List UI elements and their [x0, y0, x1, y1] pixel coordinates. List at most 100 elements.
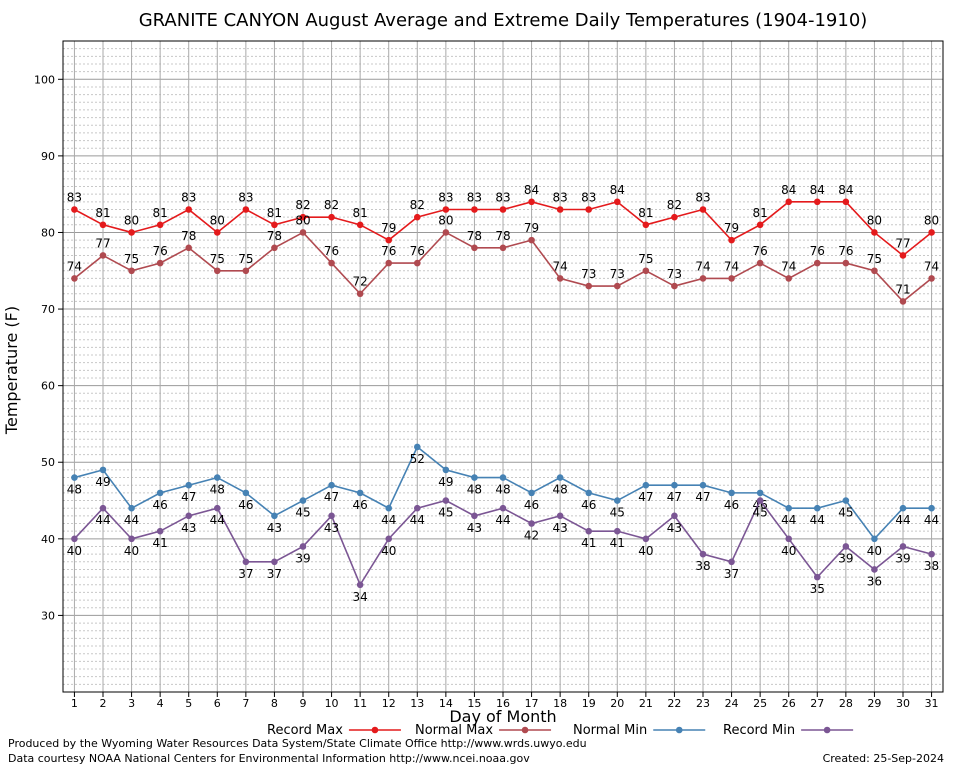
data-point-normal-min [499, 474, 507, 481]
data-point-record-min [871, 566, 878, 573]
data-label-normal-max: 73 [610, 267, 625, 281]
data-label-record-min: 43 [324, 521, 339, 535]
data-point-record-max [499, 206, 507, 213]
x-tick-label: 21 [639, 697, 653, 710]
data-point-record-max [813, 198, 821, 206]
data-point-record-max [413, 213, 421, 221]
data-point-record-min [213, 504, 221, 512]
data-label-record-min: 41 [153, 536, 168, 550]
data-label-normal-min: 48 [67, 483, 82, 497]
data-point-normal-min [413, 443, 421, 451]
data-label-normal-min: 46 [524, 498, 539, 512]
data-point-normal-max [699, 275, 707, 282]
data-label-record-max: 80 [924, 213, 939, 227]
data-label-record-min: 44 [410, 513, 425, 527]
legend-marker-record-min [823, 726, 831, 734]
data-label-record-max: 83 [581, 190, 596, 204]
data-label-normal-max: 76 [753, 244, 768, 258]
data-point-normal-max [756, 259, 764, 267]
data-label-record-min: 45 [753, 506, 768, 520]
data-point-record-max [185, 206, 193, 213]
data-label-record-min: 37 [238, 567, 253, 581]
data-point-record-min [385, 535, 393, 543]
data-point-normal-min [99, 466, 107, 474]
data-point-normal-max [99, 252, 107, 259]
data-point-record-min [528, 520, 535, 527]
data-point-normal-min [156, 489, 164, 497]
data-label-normal-min: 47 [667, 490, 682, 504]
data-label-record-min: 35 [810, 582, 825, 596]
data-label-record-min: 40 [638, 544, 653, 558]
data-label-normal-min: 44 [124, 513, 139, 527]
data-label-normal-min: 48 [210, 483, 225, 497]
legend-label-normal-min: Normal Min [573, 723, 647, 738]
data-label-record-max: 84 [810, 183, 825, 197]
data-label-normal-max: 74 [695, 259, 710, 273]
data-label-normal-min: 48 [495, 483, 510, 497]
x-tick-label: 4 [157, 697, 164, 710]
data-point-normal-max [671, 282, 678, 290]
data-point-normal-min [328, 481, 335, 489]
data-point-normal-max [899, 298, 907, 305]
footer-created: Created: 25-Sep-2024 [822, 752, 944, 765]
x-axis-label: Day of Month [449, 707, 556, 726]
data-point-record-min [328, 512, 335, 520]
data-label-normal-min: 46 [724, 498, 739, 512]
data-label-normal-max: 72 [353, 275, 368, 289]
x-tick-label: 2 [100, 697, 107, 710]
data-label-record-min: 41 [581, 536, 596, 550]
y-tick-label: 80 [41, 226, 55, 239]
data-label-normal-max: 79 [524, 221, 539, 235]
data-point-record-max [528, 198, 535, 206]
y-tick-label: 50 [41, 456, 55, 469]
data-point-record-min [71, 535, 78, 543]
data-point-normal-min [728, 489, 735, 497]
x-tick-label: 29 [867, 697, 881, 710]
data-label-normal-max: 74 [924, 259, 939, 273]
data-label-record-min: 39 [838, 551, 853, 565]
x-tick-label: 9 [300, 697, 307, 710]
data-point-record-max [871, 229, 878, 236]
data-point-record-min [928, 550, 935, 558]
data-label-normal-min: 47 [695, 490, 710, 504]
data-label-normal-min: 46 [581, 498, 596, 512]
data-label-normal-max: 78 [467, 229, 482, 243]
data-point-normal-min [613, 497, 621, 504]
data-point-normal-min [585, 489, 593, 497]
data-point-normal-min [128, 504, 135, 512]
chart-title: GRANITE CANYON August Average and Extrem… [139, 10, 868, 31]
data-point-normal-max [242, 267, 250, 275]
data-label-normal-max: 77 [95, 236, 110, 250]
data-label-normal-max: 75 [124, 252, 139, 266]
data-label-record-min: 43 [667, 521, 682, 535]
data-point-record-min [299, 543, 307, 550]
x-tick-label: 23 [696, 697, 710, 710]
data-label-record-max: 81 [153, 206, 168, 220]
data-point-normal-max [185, 244, 193, 252]
x-tick-label: 18 [553, 697, 567, 710]
data-label-record-max: 79 [381, 221, 396, 235]
data-label-record-min: 45 [438, 506, 453, 520]
x-tick-label: 6 [214, 697, 221, 710]
data-label-record-min: 38 [695, 559, 710, 573]
data-point-record-min [585, 527, 593, 535]
data-label-record-max: 80 [124, 213, 139, 227]
data-label-record-max: 83 [495, 190, 510, 204]
data-point-normal-min [671, 481, 678, 489]
data-point-record-min [471, 512, 478, 520]
data-point-normal-min [528, 489, 535, 497]
data-label-normal-max: 71 [895, 282, 910, 296]
data-point-record-max [642, 221, 650, 229]
data-point-record-max [899, 252, 907, 259]
data-point-record-min [842, 543, 850, 550]
data-label-record-max: 80 [867, 213, 882, 227]
data-label-record-max: 80 [210, 213, 225, 227]
data-point-record-max [71, 206, 78, 213]
data-label-normal-min: 48 [553, 483, 568, 497]
x-tick-label: 5 [185, 697, 192, 710]
data-label-normal-min: 47 [638, 490, 653, 504]
data-point-normal-min [71, 474, 78, 481]
data-point-normal-min [271, 512, 278, 520]
data-point-normal-max [213, 267, 221, 275]
data-point-normal-max [156, 259, 164, 267]
